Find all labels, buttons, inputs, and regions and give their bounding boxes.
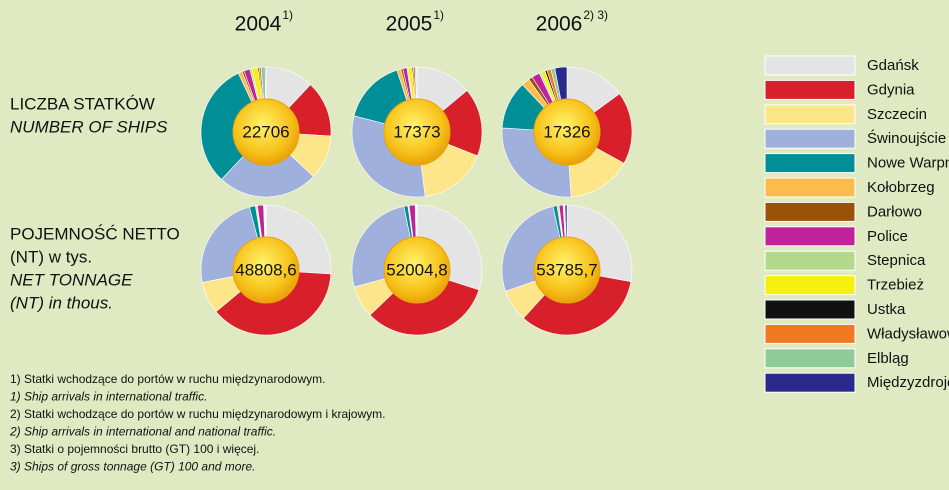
footnote: 1) Ship arrivals in international traffi… xyxy=(10,390,207,404)
legend-label: Stepnica xyxy=(867,252,926,269)
footnote: 1) Statki wchodzące do portów w ruchu mi… xyxy=(10,372,325,386)
pie-slice xyxy=(416,90,483,157)
pie-center xyxy=(232,98,300,166)
year-label: 2006 xyxy=(536,13,583,36)
year-note: 1) xyxy=(433,8,444,22)
year-label: 2004 xyxy=(235,13,282,36)
legend-label: Kołobrzeg xyxy=(867,179,935,196)
pie-center xyxy=(533,98,601,166)
legend-swatch xyxy=(764,79,856,100)
legend-swatch xyxy=(764,275,856,296)
pie-center xyxy=(383,98,451,166)
legend-swatch xyxy=(764,55,856,76)
legend-swatch xyxy=(764,348,856,369)
pie-total: 17326 xyxy=(543,122,590,141)
pie-center xyxy=(232,236,300,304)
year-label: 2005 xyxy=(386,13,433,36)
year-note: 1) xyxy=(282,8,293,22)
pie-total: 48808,6 xyxy=(235,260,296,279)
footnote: 3) Ships of gross tonnage (GT) 100 and m… xyxy=(10,460,255,474)
legend-label: Świnoujście xyxy=(867,129,946,147)
legend-label: Trzebież xyxy=(867,277,924,294)
footnote: 3) Statki o pojemności brutto (GT) 100 i… xyxy=(10,442,259,456)
legend-swatch xyxy=(764,250,856,271)
legend-swatch xyxy=(764,323,856,344)
legend-label: Gdańsk xyxy=(867,57,919,74)
pie-center xyxy=(383,236,451,304)
pie-slice xyxy=(264,66,267,133)
legend-swatch xyxy=(764,153,856,174)
year-note: 2) 3) xyxy=(583,8,608,22)
row-label-en: NET TONNAGE xyxy=(10,270,133,289)
legend-label: Police xyxy=(867,228,908,245)
legend-swatch xyxy=(764,372,856,393)
legend-swatch xyxy=(764,226,856,247)
row-label-en: NUMBER OF SHIPS xyxy=(10,117,168,136)
legend-label: Nowe Warpno xyxy=(867,155,949,172)
legend-label: Gdynia xyxy=(867,81,915,98)
row-label: POJEMNOŚĆ NETTO xyxy=(10,224,180,243)
legend-swatch xyxy=(764,128,856,149)
footnote: 2) Statki wchodzące do portów w ruchu mi… xyxy=(10,407,385,421)
row-label: (NT) w tys. xyxy=(10,247,92,266)
legend-swatch xyxy=(764,177,856,198)
legend-swatch xyxy=(764,104,856,125)
pie-slice xyxy=(522,269,632,336)
legend-label: Darłowo xyxy=(867,203,922,220)
legend-label: Ustka xyxy=(867,301,906,318)
legend-label: Elbląg xyxy=(867,350,909,367)
legend-swatch xyxy=(764,299,856,320)
legend-label: Władysławowo xyxy=(867,325,949,342)
row-label: LICZBA STATKÓW xyxy=(10,94,155,113)
legend-label: Szczecin xyxy=(867,106,927,123)
pie-total: 52004,8 xyxy=(386,260,447,279)
pie-center xyxy=(533,236,601,304)
footnote: 2) Ship arrivals in international and na… xyxy=(9,425,276,439)
legend-label: Międzyzdroje xyxy=(867,374,949,391)
pie-total: 17373 xyxy=(393,122,440,141)
pie-total: 22706 xyxy=(242,122,289,141)
pie-total: 53785,7 xyxy=(536,260,597,279)
legend-swatch xyxy=(764,201,856,222)
row-label-en: (NT) in thous. xyxy=(10,293,113,312)
